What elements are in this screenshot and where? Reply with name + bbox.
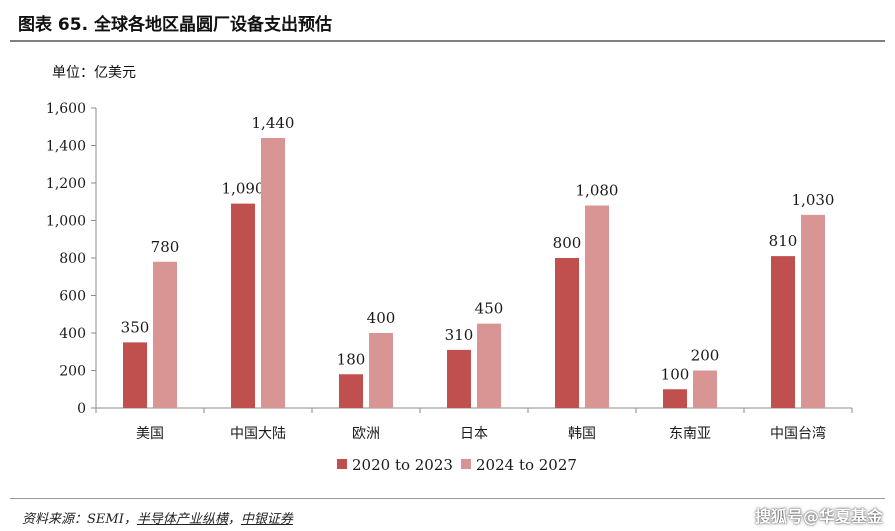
source-note: 资料来源：SEMI，半导体产业纵横，中银证券	[22, 508, 293, 527]
bar	[693, 370, 717, 408]
data-label: 1,030	[792, 191, 835, 209]
data-label: 100	[661, 365, 690, 383]
footer-divider	[10, 498, 885, 499]
legend-swatch	[461, 459, 471, 469]
data-label: 800	[553, 234, 582, 252]
bar	[585, 205, 609, 408]
chart-title: 图表 65. 全球各地区晶圆厂设备支出预估	[18, 15, 332, 35]
data-label: 1,080	[576, 182, 619, 200]
data-label: 780	[151, 238, 180, 256]
y-tick-label: 800	[59, 251, 86, 267]
x-tick-label: 日本	[460, 426, 488, 442]
data-label: 180	[337, 350, 366, 368]
bar	[123, 342, 147, 408]
data-label: 350	[121, 318, 150, 336]
source-prefix: 资料来源：SEMI，	[22, 512, 137, 527]
x-tick-label: 东南亚	[669, 426, 711, 442]
data-label: 810	[769, 232, 798, 250]
y-tick-label: 1,400	[46, 139, 86, 155]
bar	[801, 214, 825, 408]
bar	[771, 256, 795, 408]
x-tick-label: 韩国	[568, 426, 596, 442]
legend-label: 2020 to 2023	[352, 456, 453, 474]
unit-label: 单位：亿美元	[52, 65, 136, 81]
data-label: 310	[445, 326, 474, 344]
x-tick-label: 美国	[136, 426, 164, 442]
y-tick-label: 0	[77, 401, 86, 417]
source-separator: ，	[227, 512, 241, 527]
x-tick-label: 欧洲	[352, 426, 380, 442]
bar	[369, 333, 393, 408]
legend-label: 2024 to 2027	[476, 456, 577, 474]
y-tick-label: 600	[59, 289, 86, 305]
bar	[153, 261, 177, 408]
data-label: 400	[367, 309, 396, 327]
y-tick-label: 1,200	[46, 176, 86, 192]
x-tick-label: 中国台湾	[770, 425, 826, 442]
bar	[477, 323, 501, 408]
source-link-2[interactable]: 中银证券	[240, 512, 293, 527]
bar	[555, 258, 579, 408]
bar	[231, 203, 255, 408]
x-tick-label: 中国大陆	[230, 426, 286, 442]
legend-swatch	[337, 459, 347, 469]
y-tick-label: 1,600	[46, 101, 86, 117]
data-label: 1,440	[252, 114, 295, 132]
watermark: 搜狐号@华夏基金	[754, 507, 883, 526]
data-label: 450	[475, 300, 504, 318]
bar	[447, 349, 471, 408]
y-tick-label: 1,000	[46, 214, 86, 230]
bar	[261, 138, 285, 408]
source-link-1[interactable]: 半导体产业纵横	[136, 512, 228, 527]
title-divider	[10, 40, 885, 42]
bar	[339, 374, 363, 408]
data-label: 200	[691, 347, 720, 365]
y-tick-label: 200	[59, 364, 86, 380]
data-label: 1,090	[222, 180, 265, 198]
bar	[663, 389, 687, 408]
y-tick-label: 400	[59, 326, 86, 342]
